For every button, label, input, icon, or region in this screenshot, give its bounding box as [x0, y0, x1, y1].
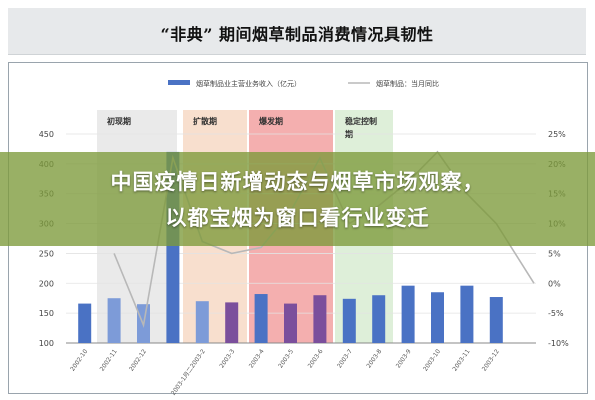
bar	[460, 285, 474, 343]
x-tick-label: 2003-6	[307, 348, 325, 370]
x-tick-label: 2003-7	[336, 348, 354, 370]
bar	[342, 298, 356, 343]
y-right-tick-label: 5%	[548, 249, 561, 258]
legend-label-line: 烟草制品：当月同比	[376, 79, 439, 88]
phase-label: 爆发期	[259, 116, 283, 126]
x-tick-label: 2003-12	[481, 348, 501, 373]
x-tick-label: 2002-12	[128, 348, 148, 373]
x-tick-label: 2003-4	[248, 348, 266, 370]
x-tick-label: 2003-9	[395, 348, 413, 370]
y-left-tick-label: 450	[39, 130, 54, 139]
y-right-tick-label: 0%	[548, 279, 561, 288]
x-tick-label: 2003-3	[218, 348, 236, 370]
y-right-tick-label: -10%	[548, 339, 569, 348]
bar	[284, 303, 297, 343]
y-right-tick-label: -5%	[548, 309, 564, 318]
bar	[489, 297, 503, 343]
bar	[225, 302, 239, 343]
legend-label-bar: 烟草制品业主营业务收入（亿元）	[196, 79, 301, 88]
y-left-tick-label: 100	[39, 339, 54, 348]
phase-label: 初现期	[107, 116, 131, 126]
bar	[313, 295, 327, 343]
figure-title: “非典” 期间烟草制品消费情况具韧性	[160, 25, 434, 44]
y-left-tick-label: 150	[39, 309, 54, 318]
bar	[431, 292, 444, 343]
y-right-tick-label: 25%	[548, 130, 566, 139]
x-tick-label: 2003-11	[451, 348, 471, 373]
x-tick-label: 2003-5	[277, 348, 295, 370]
y-left-tick-label: 200	[39, 279, 54, 288]
bar	[78, 303, 92, 343]
headline-line-1: 中国疫情日新增动态与烟草市场观察，	[110, 170, 485, 194]
x-tick-label: 2003-10	[422, 348, 442, 373]
x-tick-label: 2002-11	[99, 348, 119, 373]
bar	[107, 298, 121, 343]
legend-swatch-bar	[168, 80, 190, 85]
y-left-tick-label: 250	[39, 249, 54, 258]
bar	[195, 301, 209, 343]
headline-line-2: 以都宝烟为窗口看行业变迁	[165, 206, 430, 230]
x-tick-label: 2003-1月二2003-2	[170, 348, 207, 397]
figure-title-bar: “非典” 期间烟草制品消费情况具韧性	[8, 8, 586, 55]
x-tick-label: 2003-8	[365, 348, 383, 370]
bar	[401, 285, 415, 343]
x-tick-label: 2002-10	[69, 348, 89, 373]
headline-overlay	[0, 152, 595, 246]
bar	[372, 295, 386, 343]
phase-label: 扩散期	[193, 116, 217, 126]
bar	[254, 294, 268, 343]
